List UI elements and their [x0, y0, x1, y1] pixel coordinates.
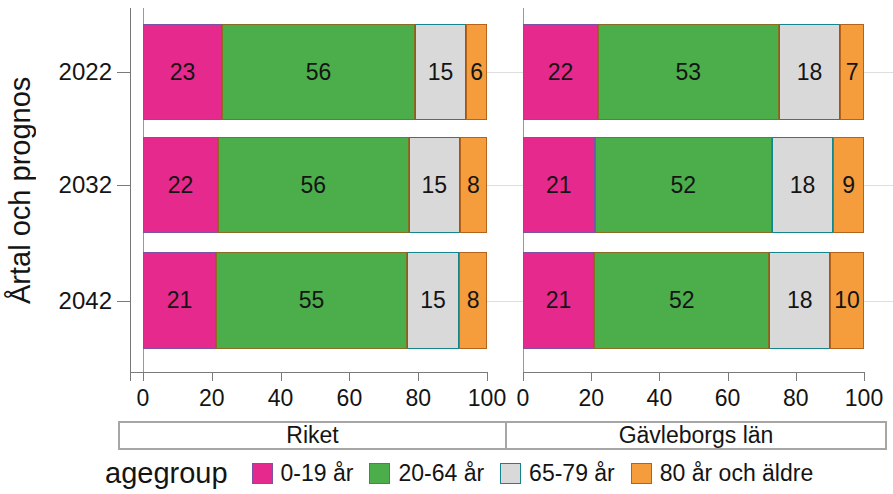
bar-segment-20-64 år: 52 [594, 252, 770, 349]
bar-segment-65-79 år: 18 [769, 252, 830, 349]
bar-segment-20-64 år: 52 [595, 137, 772, 233]
legend-item-65-79 år: 65-79 år [500, 460, 615, 487]
x-tick-label: 20 [578, 385, 604, 412]
legend-items: 0-19 år 20-64 år 65-79 år 80 år och äldre [252, 460, 830, 487]
bar-Gävleborgs län-2042: 21521810 [523, 252, 864, 349]
bar-segment-20-64 år: 55 [216, 252, 407, 349]
x-axis-tick [349, 372, 350, 381]
legend-title: agegroup [105, 457, 228, 490]
x-tick-label: 20 [199, 385, 225, 412]
x-axis-tick [143, 372, 144, 381]
bar-segment-80 år och äldre: 7 [840, 24, 864, 120]
x-axis-tick [591, 372, 592, 381]
x-axis-tick [418, 372, 419, 381]
x-axis-tick [487, 372, 488, 381]
legend: agegroup 0-19 år 20-64 år 65-79 år 80 år oc… [105, 456, 829, 490]
bar-segment-65-79 år: 15 [407, 252, 459, 349]
y-axis-line [130, 8, 131, 381]
gridline-stub [487, 72, 523, 73]
bar-Gävleborgs län-2032: 2152189 [523, 137, 864, 233]
bar-Riket-2042: 2155158 [143, 252, 487, 349]
bar-segment-0-19 år: 21 [523, 137, 595, 233]
y-axis-title: Årtal och prognos [2, 8, 38, 372]
gridline-stub [864, 185, 893, 186]
x-axis-tick [659, 372, 660, 381]
bar-segment-0-19 år: 23 [143, 24, 222, 120]
stacked-bar-chart: Årtal och prognos 2022203220420204060801… [0, 0, 893, 494]
x-axis-tick [796, 372, 797, 381]
bar-segment-65-79 år: 18 [779, 24, 840, 120]
panel-label-box: Riket Gävleborgs län [118, 421, 887, 450]
y-tick-label: 2022 [59, 58, 112, 86]
legend-item-0-19 år: 0-19 år [252, 460, 354, 487]
bar-segment-0-19 år: 21 [523, 252, 594, 349]
bar-segment-80 år och äldre: 9 [833, 137, 864, 233]
bar-segment-80 år och äldre: 10 [830, 252, 864, 349]
legend-item-80 år och äldre: 80 år och äldre [631, 460, 813, 487]
x-tick-label: 60 [337, 385, 363, 412]
x-tick-label: 60 [715, 385, 741, 412]
x-axis-tick [728, 372, 729, 381]
bar-Riket-2032: 2256158 [143, 137, 487, 233]
x-tick-label: 40 [268, 385, 294, 412]
bar-segment-0-19 år: 21 [143, 252, 216, 349]
x-axis-line [130, 372, 487, 373]
legend-label: 20-64 år [398, 460, 484, 487]
bar-segment-80 år och äldre: 8 [460, 137, 487, 233]
bar-segment-20-64 år: 53 [598, 24, 779, 120]
bar-segment-80 år och äldre: 8 [459, 252, 487, 349]
bar-segment-65-79 år: 18 [772, 137, 833, 233]
y-tick-label: 2032 [59, 171, 112, 199]
gridline-stub [864, 72, 893, 73]
legend-item-20-64 år: 20-64 år [369, 460, 484, 487]
bar-segment-20-64 år: 56 [218, 137, 409, 233]
x-tick-label: 80 [405, 385, 431, 412]
legend-label: 80 år och äldre [660, 460, 813, 487]
gridline-stub [487, 301, 523, 302]
y-axis-tick [117, 185, 130, 186]
panel-label-riket: Riket [120, 423, 507, 448]
x-tick-label: 40 [647, 385, 673, 412]
x-tick-label: 100 [468, 385, 506, 412]
x-axis-tick [281, 372, 282, 381]
bar-Riket-2022: 2356156 [143, 24, 487, 120]
bar-segment-0-19 år: 22 [143, 137, 218, 233]
x-axis-tick [864, 372, 865, 381]
y-axis-tick [117, 72, 130, 73]
bar-segment-80 år och äldre: 6 [466, 24, 487, 120]
legend-swatch-icon [631, 463, 652, 484]
bar-segment-20-64 år: 56 [222, 24, 415, 120]
bar-segment-65-79 år: 15 [409, 137, 460, 233]
x-tick-label: 0 [517, 385, 530, 412]
bar-Gävleborgs län-2022: 2253187 [523, 24, 864, 120]
x-tick-label: 80 [783, 385, 809, 412]
x-axis-tick [523, 372, 524, 381]
legend-swatch-icon [500, 463, 521, 484]
x-axis-line [523, 372, 864, 373]
legend-label: 0-19 år [281, 460, 354, 487]
legend-swatch-icon [369, 463, 390, 484]
gridline-stub [864, 301, 893, 302]
panel-label-gavleborg: Gävleborgs län [507, 423, 885, 448]
legend-swatch-icon [252, 463, 273, 484]
y-tick-label: 2042 [59, 287, 112, 315]
x-axis-tick [212, 372, 213, 381]
x-tick-label: 100 [845, 385, 883, 412]
legend-label: 65-79 år [529, 460, 615, 487]
bar-segment-0-19 år: 22 [523, 24, 598, 120]
gridline-stub [487, 185, 523, 186]
y-axis-tick [117, 301, 130, 302]
x-tick-label: 0 [137, 385, 150, 412]
bar-segment-65-79 år: 15 [415, 24, 467, 120]
